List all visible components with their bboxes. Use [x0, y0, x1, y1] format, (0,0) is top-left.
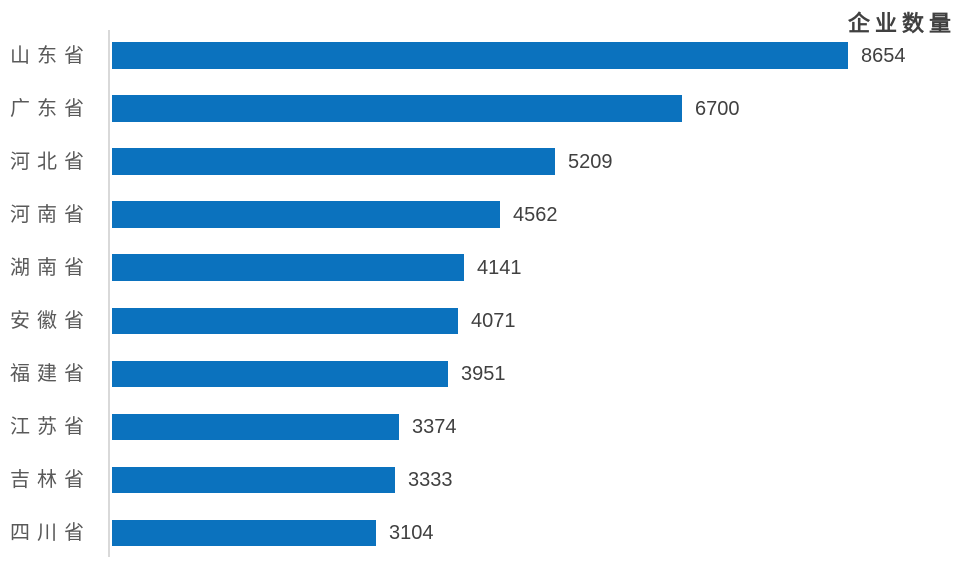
value-label: 3333 — [408, 468, 453, 491]
value-label: 3374 — [412, 415, 457, 438]
value-label: 4071 — [471, 309, 516, 332]
category-label: 河南省 — [10, 203, 91, 226]
category-label: 广东省 — [10, 97, 91, 120]
bar — [112, 42, 848, 69]
category-label: 山东省 — [10, 44, 91, 67]
category-label: 吉林省 — [10, 468, 91, 491]
category-axis-line — [108, 30, 110, 557]
value-label: 4562 — [513, 203, 558, 226]
value-label: 6700 — [695, 97, 740, 120]
chart-title: 企业数量 — [847, 11, 956, 36]
bar — [112, 413, 399, 441]
category-label: 福建省 — [10, 362, 91, 385]
bar — [112, 148, 555, 175]
category-label: 安徽省 — [10, 309, 91, 332]
bar — [112, 360, 448, 388]
value-label: 3951 — [461, 362, 506, 385]
category-label: 四川省 — [10, 522, 91, 545]
bar — [112, 466, 395, 494]
bar — [112, 254, 464, 281]
bar — [112, 201, 500, 228]
value-label: 8654 — [861, 44, 906, 67]
value-label: 3104 — [389, 522, 434, 545]
bar — [112, 95, 682, 122]
category-label: 湖南省 — [10, 256, 91, 279]
bar — [112, 519, 376, 547]
value-label: 5209 — [568, 150, 613, 173]
category-label: 江苏省 — [10, 415, 91, 438]
bar — [112, 307, 458, 335]
value-label: 4141 — [477, 256, 522, 279]
category-label: 河北省 — [10, 150, 91, 173]
